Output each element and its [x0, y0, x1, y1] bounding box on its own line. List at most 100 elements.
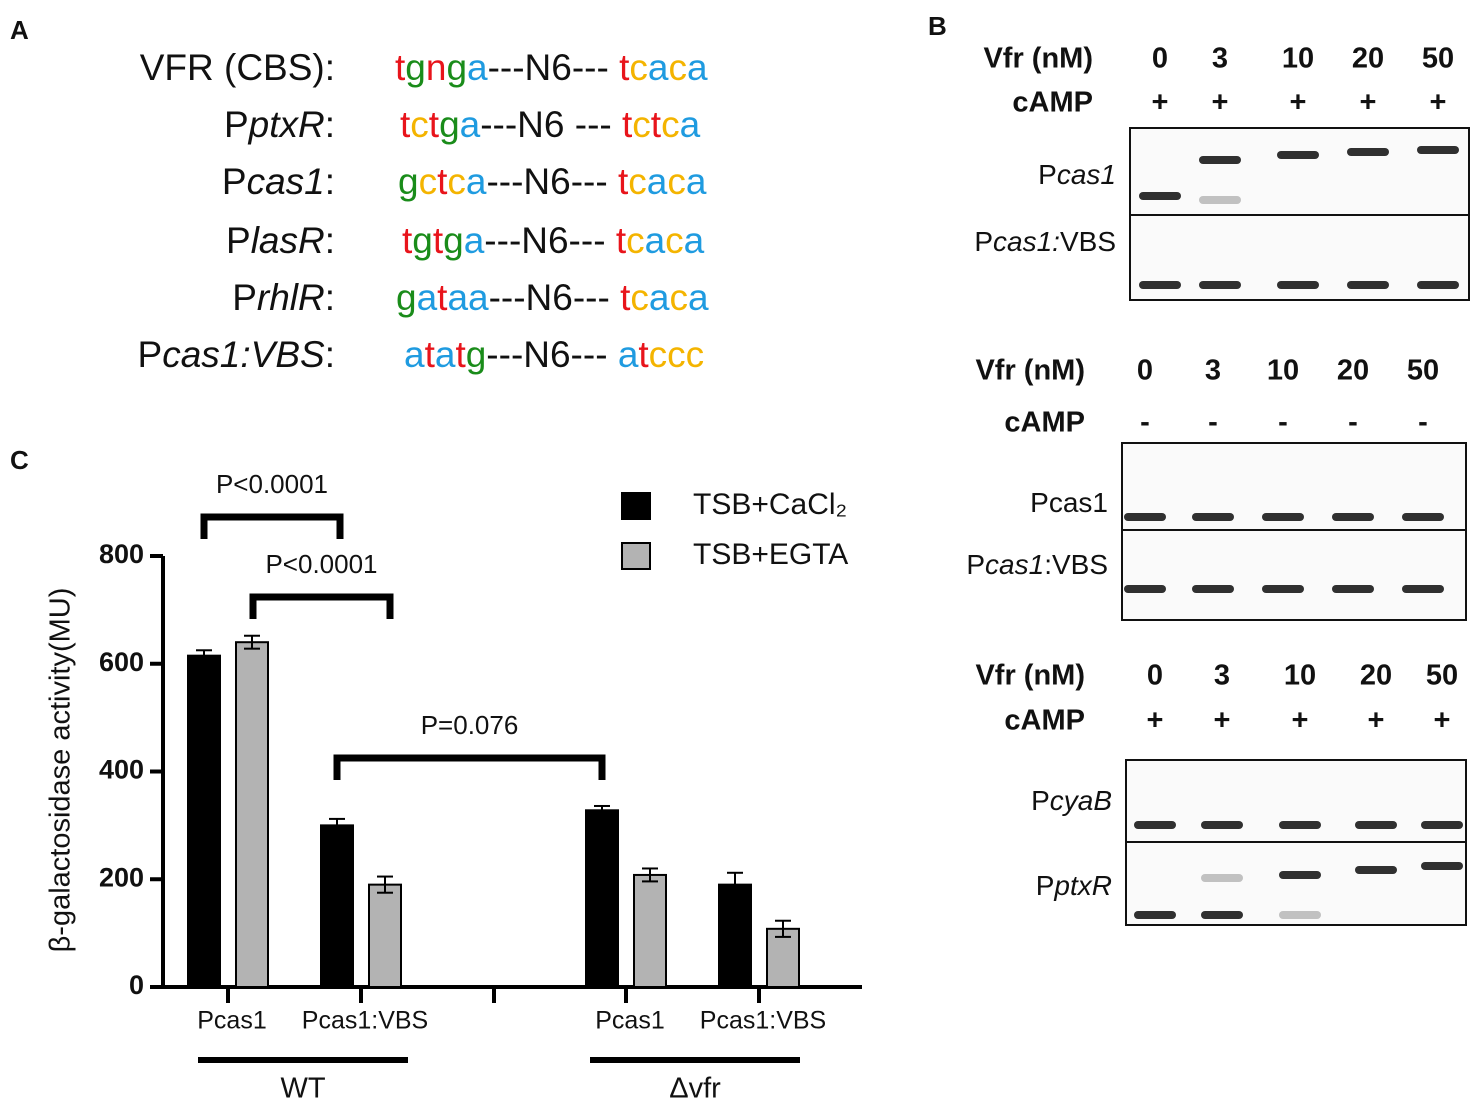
base: c [667, 334, 686, 375]
lane-label: Pcas1:VBS [966, 549, 1108, 580]
gap [610, 277, 620, 318]
base: c [668, 47, 687, 88]
x-tick-label: Pcas1 [197, 1007, 266, 1035]
panel-letter: A [10, 15, 29, 45]
bar [187, 654, 221, 988]
camp-sign: - [1278, 407, 1288, 439]
base: t [437, 161, 448, 202]
sequence-motif: tgtga---N6--- tcaca [402, 220, 705, 261]
base: a [684, 220, 705, 261]
base: a [468, 277, 489, 318]
panel-letter: B [928, 11, 947, 41]
lane-label-part: ptxR [1053, 870, 1112, 901]
gap [608, 161, 618, 202]
gel-band [1355, 821, 1397, 829]
camp-sign: - [1208, 407, 1218, 439]
camp-sign: + [1368, 705, 1385, 737]
x-tick-label: Pcas1:VBS [700, 1007, 826, 1035]
bar [766, 927, 800, 989]
gel-band [1124, 513, 1166, 521]
lane-label: Pcas1 [1038, 159, 1116, 190]
gel-band [1417, 281, 1459, 289]
legend-swatch [621, 492, 651, 520]
vfr-conc: 50 [1407, 355, 1439, 387]
gel-band [1402, 513, 1444, 521]
base: a [618, 334, 639, 375]
base: t [618, 161, 629, 202]
gel-band [1421, 821, 1463, 829]
base: g [398, 161, 419, 202]
base: t [619, 47, 630, 88]
legend-label: TSB+EGTA [693, 538, 848, 571]
base: g [405, 47, 426, 88]
vfr-label: Vfr (nM) [975, 355, 1085, 387]
camp-sign: + [1212, 87, 1229, 119]
x-tick-label: Pcas1 [595, 1007, 664, 1035]
sequence-motif: atatg---N6--- atccc [404, 334, 704, 375]
camp-sign: + [1360, 87, 1377, 119]
base: g [443, 220, 464, 261]
sequence-name-part: P [138, 334, 163, 375]
base: g [439, 104, 460, 145]
base: t [638, 334, 649, 375]
gel-band [1139, 281, 1181, 289]
base: a [680, 104, 701, 145]
vfr-label: Vfr (nM) [983, 43, 1093, 75]
bar [585, 809, 619, 988]
vfr-conc: 10 [1284, 660, 1316, 692]
p-value: P=0.076 [421, 710, 519, 740]
base: c [410, 104, 429, 145]
gel-band [1279, 821, 1321, 829]
camp-sign: + [1214, 705, 1231, 737]
bar [633, 873, 667, 988]
base: g [412, 220, 433, 261]
base: t [622, 104, 633, 145]
vfr-conc: 20 [1352, 43, 1384, 75]
gel-band [1192, 585, 1234, 593]
significance-bracket [249, 593, 394, 619]
vfr-conc: 3 [1212, 43, 1228, 75]
sequence-motif: tctga---N6 --- tctca [400, 104, 701, 145]
sequence-name-part: P [224, 104, 249, 145]
gel-band [1201, 911, 1243, 919]
base: c [629, 47, 648, 88]
base: a [460, 104, 481, 145]
camp-sign: + [1292, 705, 1309, 737]
base: a [404, 334, 425, 375]
gel-image [1121, 442, 1467, 621]
sequence-name-part: : [325, 334, 335, 375]
camp-label: cAMP [1004, 705, 1085, 737]
vfr-conc: 50 [1426, 660, 1458, 692]
panel-letter: C [10, 445, 29, 475]
gel-band [1347, 148, 1389, 156]
group-label: WT [280, 1073, 325, 1105]
base: a [649, 277, 670, 318]
base: c [649, 334, 668, 375]
base: c [630, 277, 649, 318]
base: t [437, 277, 448, 318]
gel-band [1201, 821, 1243, 829]
bar [718, 883, 752, 989]
lane-label-part: cas1: [993, 226, 1060, 257]
sequence-name-part: : [325, 220, 335, 261]
base: t [651, 104, 662, 145]
base: t [429, 104, 440, 145]
gap [606, 220, 616, 261]
vfr-conc: 50 [1422, 43, 1454, 75]
base: c [632, 104, 651, 145]
vfr-label: Vfr (nM) [975, 660, 1085, 692]
lane-label-part: P [1036, 870, 1055, 901]
vfr-conc: 3 [1205, 355, 1221, 387]
group-label: Δvfr [669, 1073, 721, 1105]
base: a [688, 277, 709, 318]
gap [608, 334, 618, 375]
legend-label: TSB+CaCl₂ [693, 488, 847, 521]
sequence-name-part: P [232, 277, 257, 318]
sequence-name-part: cas1:VBS [162, 334, 325, 375]
base: t [400, 104, 411, 145]
sequence-name-part: P [222, 161, 247, 202]
gel-band [1262, 585, 1304, 593]
x-tick-label: Pcas1:VBS [302, 1007, 428, 1035]
base: c [665, 220, 684, 261]
base: a [645, 220, 666, 261]
